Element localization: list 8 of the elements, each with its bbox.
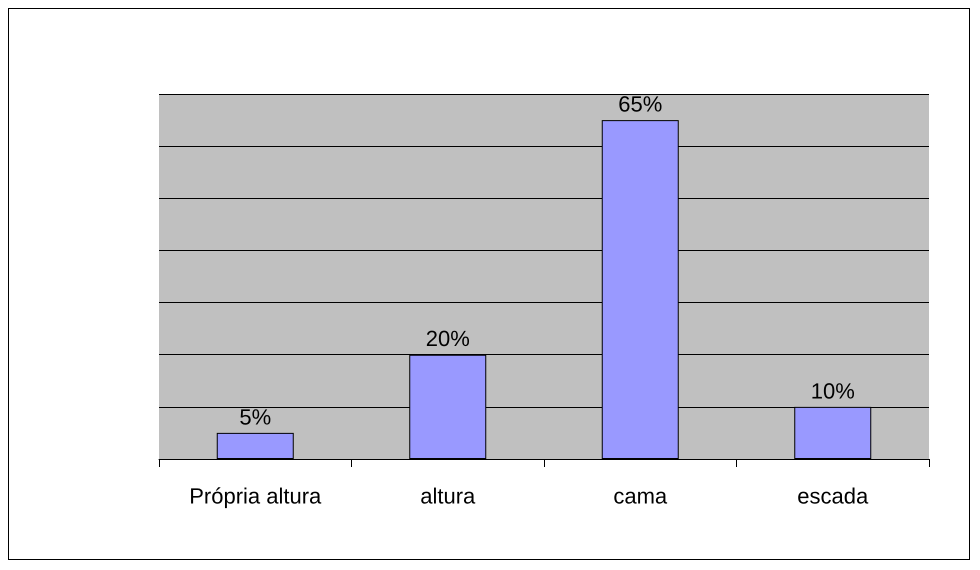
data-label: 65% <box>618 92 662 117</box>
data-label: 10% <box>810 378 855 404</box>
x-tick-label: cama <box>613 484 668 508</box>
data-label: 5% <box>239 404 272 430</box>
x-tick-label: escada <box>797 484 869 508</box>
data-label: 20% <box>426 326 470 352</box>
x-tick-label: Própria altura <box>189 484 322 508</box>
x-tick-label: altura <box>420 484 476 508</box>
